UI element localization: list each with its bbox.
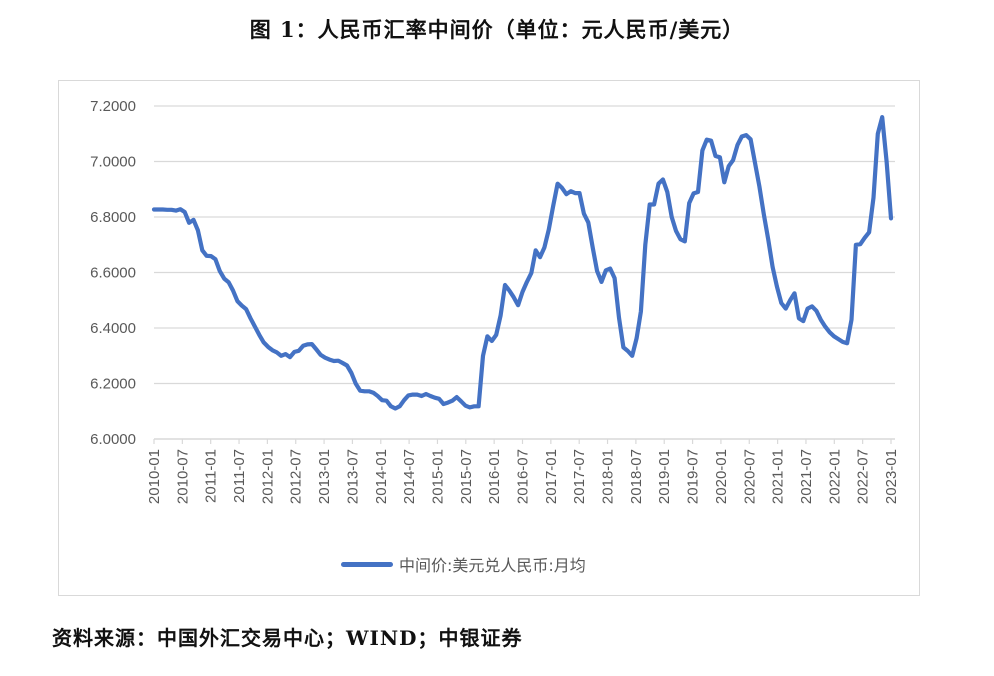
x-tick-label: 2014-07 bbox=[401, 449, 418, 504]
x-tick-label: 2015-01 bbox=[429, 449, 446, 504]
y-tick-label: 7.0000 bbox=[90, 154, 136, 171]
x-tick-label: 2020-07 bbox=[741, 449, 758, 504]
x-tick-label: 2020-01 bbox=[713, 449, 730, 504]
x-tick-label: 2013-01 bbox=[316, 449, 333, 504]
y-axis-labels: 6.0000 6.2000 6.4000 6.6000 6.8000 7.0000 7.20… bbox=[90, 98, 136, 448]
x-tick-label: 2010-07 bbox=[174, 449, 191, 504]
x-tick-label: 2012-07 bbox=[288, 449, 305, 504]
x-tick-label: 2018-01 bbox=[600, 449, 617, 504]
x-tick-label: 2019-01 bbox=[656, 449, 673, 504]
y-tick-label: 6.2000 bbox=[90, 376, 136, 393]
y-tick-label: 6.4000 bbox=[90, 320, 136, 337]
x-tick-label: 2023-01 bbox=[883, 449, 900, 504]
x-tick-label: 2011-07 bbox=[231, 449, 248, 503]
x-tick-label: 2022-07 bbox=[855, 449, 872, 504]
gridlines bbox=[154, 105, 895, 385]
x-tick-label: 2017-07 bbox=[571, 449, 588, 504]
source-note: 资料来源：中国外汇交易中心；WIND；中银证券 bbox=[52, 626, 523, 650]
x-tick-label: 2016-01 bbox=[486, 449, 503, 504]
x-tick-label: 2010-01 bbox=[146, 449, 163, 504]
x-tick-label: 2019-07 bbox=[685, 449, 702, 504]
legend-line-swatch-icon bbox=[341, 561, 393, 567]
x-tick-label: 2013-07 bbox=[344, 449, 361, 504]
line-chart-plot: 6.0000 6.2000 6.4000 6.6000 6.8000 7.0000 7.20… bbox=[90, 98, 900, 504]
x-tick-label: 2021-07 bbox=[798, 449, 815, 504]
x-tick-label: 2022-01 bbox=[826, 449, 843, 504]
chart-frame: 6.0000 6.2000 6.4000 6.6000 6.8000 7.0000 7.20… bbox=[58, 80, 920, 596]
x-axis: 2010-01 2010-07 2011-01 2011-07 2012-01 2012-… bbox=[146, 438, 900, 504]
y-tick-label: 7.2000 bbox=[90, 98, 136, 115]
y-tick-label: 6.0000 bbox=[90, 431, 136, 448]
x-tick-label: 2017-01 bbox=[543, 449, 560, 504]
x-tick-label: 2014-01 bbox=[373, 449, 390, 504]
x-tick-label: 2011-01 bbox=[203, 449, 220, 503]
figure-title: 图 1：人民币汇率中间价（单位：元人民币/美元） bbox=[249, 17, 745, 42]
x-tick-label: 2016-07 bbox=[515, 449, 532, 504]
y-tick-label: 6.8000 bbox=[90, 209, 136, 226]
x-tick-label: 2018-07 bbox=[628, 449, 645, 504]
y-tick-label: 6.6000 bbox=[90, 265, 136, 282]
x-tick-label: 2021-01 bbox=[770, 449, 787, 504]
chart-legend: 中间价:美元兑人民币:月均 bbox=[341, 552, 586, 576]
legend-label: 中间价:美元兑人民币:月均 bbox=[399, 556, 586, 575]
exchange-rate-line bbox=[151, 114, 894, 411]
x-tick-label: 2012-01 bbox=[259, 449, 276, 504]
x-tick-label: 2015-07 bbox=[458, 449, 475, 504]
